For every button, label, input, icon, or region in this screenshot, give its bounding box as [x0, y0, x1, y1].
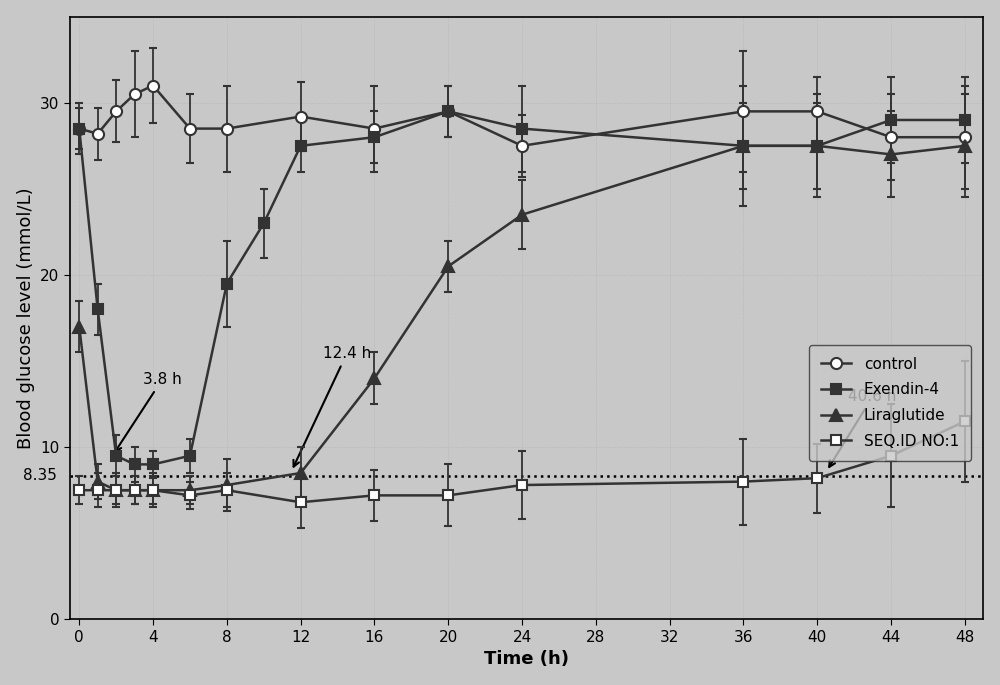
Text: 40.6 h: 40.6 h [829, 389, 897, 467]
Legend: control, Exendin-4, Liraglutide, SEQ.ID NO:1: control, Exendin-4, Liraglutide, SEQ.ID … [809, 345, 971, 461]
Text: 12.4 h: 12.4 h [293, 346, 371, 466]
X-axis label: Time (h): Time (h) [484, 650, 569, 669]
Text: 3.8 h: 3.8 h [115, 372, 182, 451]
Y-axis label: Blood glucose level (mmol/L): Blood glucose level (mmol/L) [17, 187, 35, 449]
Text: 8.35: 8.35 [23, 468, 57, 483]
